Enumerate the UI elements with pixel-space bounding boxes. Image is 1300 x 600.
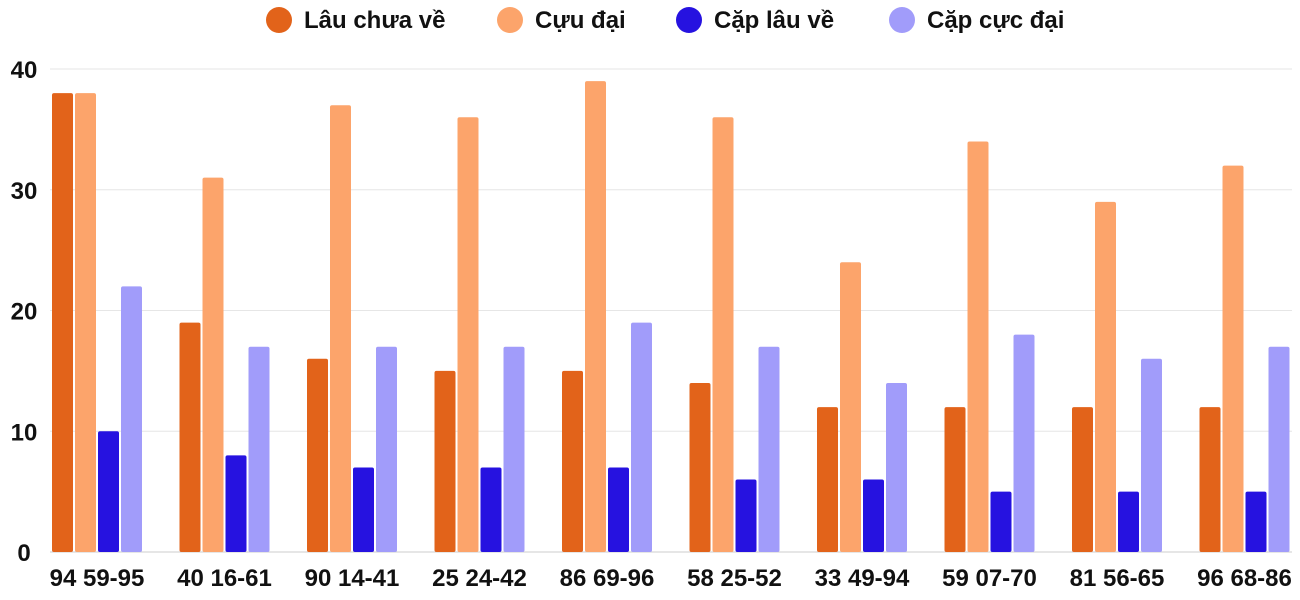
x-tick-label: 86 69-96 [560,565,655,592]
x-tick-label: 25 24-42 [432,565,527,592]
bar-1-2 [179,322,201,552]
bar-4-4 [503,346,525,552]
bars [52,81,1290,553]
bar-2-4 [457,117,479,553]
legend-marker [497,7,523,33]
y-tick-label: 40 [11,57,38,84]
bar-3-6 [735,479,757,552]
bar-3-9 [1118,491,1139,552]
bar-1-6 [689,382,711,552]
bar-1-7 [817,407,838,552]
bar-2-9 [1095,201,1116,552]
bar-3-2 [225,455,247,552]
legend-marker [889,7,915,33]
bar-1-8 [944,407,966,552]
bar-2-6 [712,117,734,553]
x-tick-label: 81 56-65 [1070,565,1165,592]
bar-4-3 [376,346,397,552]
bar-4-10 [1268,346,1290,552]
bar-2-3 [330,105,351,552]
x-tick-label: 96 68-86 [1197,565,1292,592]
bar-2-7 [840,262,861,552]
bar-4-6 [758,346,780,552]
bar-3-1 [98,431,119,552]
y-tick-label: 10 [11,419,38,446]
legend-label: Cựu đại [535,7,626,34]
legend: Lâu chưa về Cựu đại Cặp lâu về Cặp cực đại [266,7,1064,34]
bar-4-8 [1013,334,1035,552]
bar-4-2 [248,346,270,552]
bar-4-1 [121,286,142,552]
legend-label: Lâu chưa về [304,7,445,34]
y-tick-label: 30 [11,178,38,205]
bar-2-10 [1222,165,1244,552]
bar-3-5 [608,467,629,552]
bar-1-3 [307,358,328,552]
legend-marker [266,7,292,33]
bar-3-3 [353,467,374,552]
bar-1-4 [434,370,456,552]
legend-label: Cặp lâu về [714,7,834,34]
bar-1-10 [1199,407,1221,552]
legend-label: Cặp cực đại [927,7,1064,34]
x-tick-label: 40 16-61 [177,565,272,592]
bar-2-2 [202,177,224,553]
bar-4-9 [1141,358,1162,552]
bar-3-8 [990,491,1012,552]
legend-marker [676,7,702,33]
x-tick-label: 90 14-41 [305,565,400,592]
bar-3-4 [480,467,502,552]
bar-2-5 [585,81,606,552]
x-tick-label: 59 07-70 [942,565,1037,592]
bar-2-8 [967,141,989,552]
x-axis-ticks: 94 59-95 40 16-61 90 14-41 25 24-42 86 69-96… [50,565,1292,592]
bar-1-9 [1072,407,1093,552]
bar-2-1 [75,93,96,553]
bar-1-5 [562,370,583,552]
x-tick-label: 58 25-52 [687,565,782,592]
y-tick-label: 20 [11,299,38,326]
y-tick-label: 0 [17,540,30,567]
x-tick-label: 33 49-94 [815,565,910,592]
y-axis-ticks: 0 10 20 30 40 [11,57,38,567]
bar-1-1 [52,93,73,553]
x-tick-label: 94 59-95 [50,565,145,592]
bar-3-7 [863,479,884,552]
bar-4-5 [631,322,652,552]
bar-4-7 [886,382,907,552]
bar-3-10 [1245,491,1267,552]
